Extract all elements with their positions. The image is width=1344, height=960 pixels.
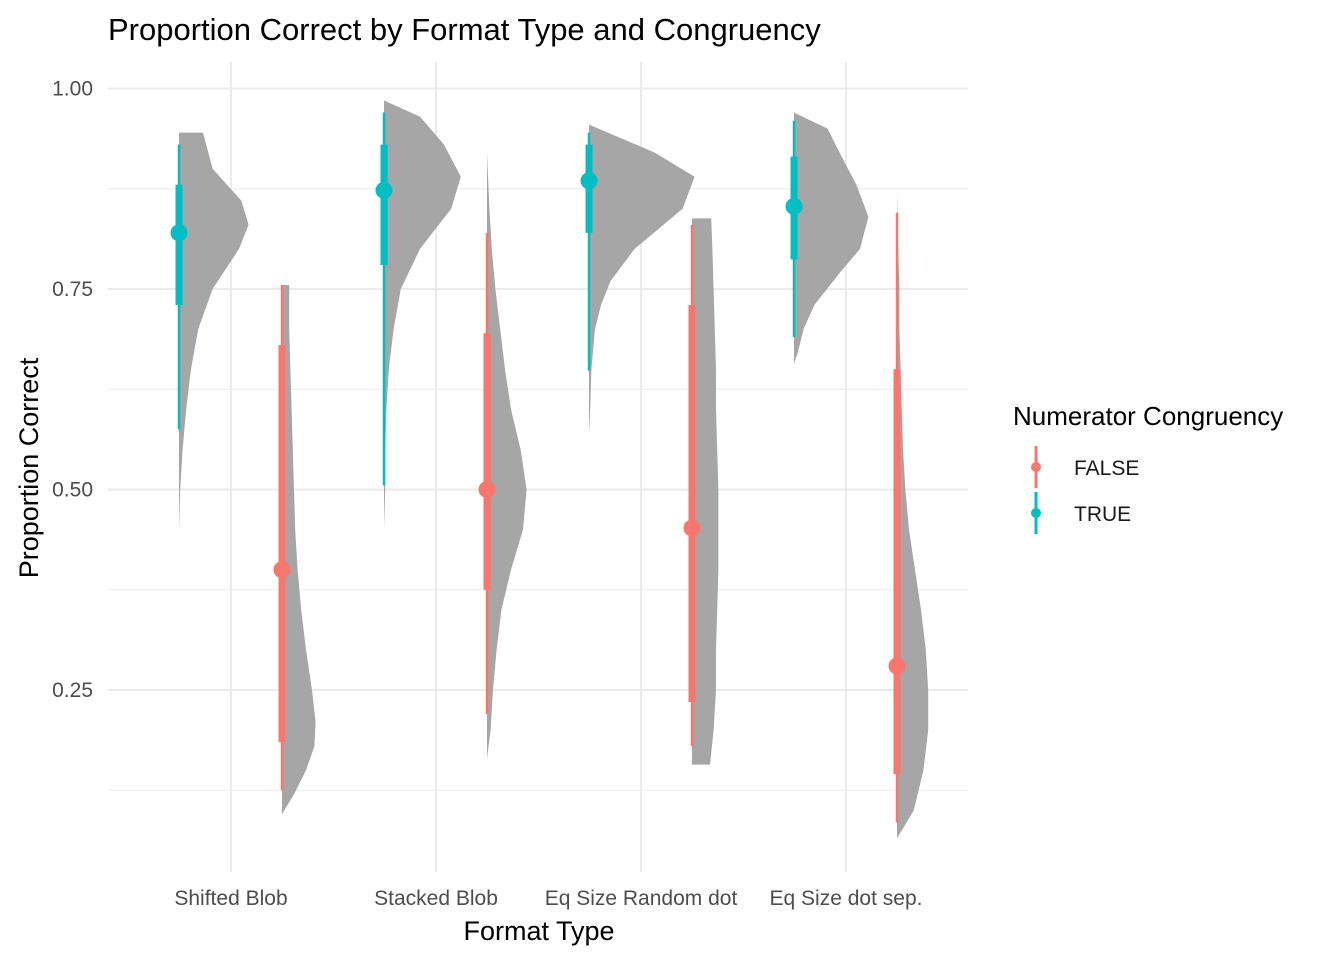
x-tick-label-0: Shifted Blob bbox=[174, 887, 287, 910]
legend-label-true: TRUE bbox=[1074, 503, 1131, 526]
median-point-true-2 bbox=[580, 172, 598, 190]
legend-entry-false: FALSE bbox=[1031, 446, 1139, 488]
legend-key-false-dot bbox=[1031, 462, 1041, 472]
median-point-false-1 bbox=[478, 481, 496, 498]
density-clouds bbox=[179, 100, 929, 839]
median-point-false-3 bbox=[888, 657, 906, 675]
density-cloud-false-3 bbox=[897, 192, 929, 839]
legend-title: Numerator Congruency bbox=[1013, 401, 1283, 431]
legend-entry-true: TRUE bbox=[1031, 492, 1131, 534]
y-axis-title: Proportion Correct bbox=[14, 357, 44, 578]
x-tick-label-2: Eq Size Random dot bbox=[545, 887, 738, 910]
density-cloud-false-1 bbox=[487, 152, 527, 759]
x-tick-label-1: Stacked Blob bbox=[374, 887, 498, 910]
density-cloud-true-3 bbox=[794, 112, 869, 364]
density-cloud-true-1 bbox=[384, 100, 461, 530]
x-axis-title: Format Type bbox=[463, 916, 614, 946]
density-cloud-false-0 bbox=[282, 284, 316, 815]
density-cloud-true-0 bbox=[179, 132, 249, 530]
density-cloud-true-2 bbox=[589, 124, 695, 434]
median-point-false-2 bbox=[683, 519, 701, 537]
y-tick-label-2: 0.75 bbox=[52, 278, 93, 301]
legend: Numerator Congruency FALSE TRUE bbox=[1013, 401, 1283, 534]
median-point-true-0 bbox=[170, 224, 188, 242]
median-point-true-1 bbox=[375, 181, 393, 199]
x-tick-labels: Shifted Blob Stacked Blob Eq Size Random d… bbox=[174, 887, 922, 910]
median-point-true-3 bbox=[785, 197, 803, 215]
chart-title: Proportion Correct by Format Type and Co… bbox=[108, 12, 821, 47]
median-point-false-0 bbox=[273, 561, 291, 579]
legend-label-false: FALSE bbox=[1074, 457, 1139, 480]
y-tick-label-1: 0.50 bbox=[52, 479, 93, 502]
y-tick-label-0: 0.25 bbox=[52, 679, 93, 702]
y-tick-label-3: 1.00 bbox=[52, 78, 93, 101]
legend-key-true-dot bbox=[1031, 508, 1041, 518]
density-cloud-false-2 bbox=[692, 218, 719, 765]
x-tick-label-3: Eq Size dot sep. bbox=[770, 887, 923, 910]
point-intervals bbox=[170, 112, 906, 823]
y-tick-labels: 0.25 0.50 0.75 1.00 bbox=[52, 78, 93, 703]
